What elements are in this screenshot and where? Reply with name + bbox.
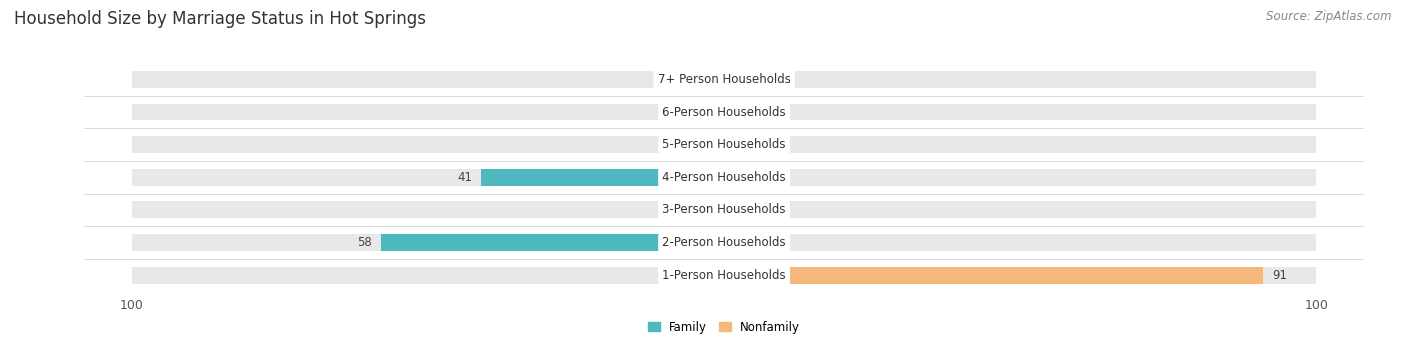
Text: 3-Person Households: 3-Person Households	[662, 204, 786, 217]
Bar	[132, 202, 1316, 219]
Bar	[132, 267, 1316, 284]
Text: 3: 3	[751, 236, 758, 249]
Text: 0: 0	[733, 138, 741, 151]
Bar	[481, 169, 724, 186]
Text: 58: 58	[357, 236, 371, 249]
Bar	[706, 136, 724, 153]
Bar	[676, 202, 724, 219]
Text: 3: 3	[690, 138, 697, 151]
Text: 8: 8	[661, 204, 668, 217]
Bar	[132, 71, 1316, 88]
Bar	[132, 104, 1316, 120]
Bar	[381, 234, 724, 251]
Text: Source: ZipAtlas.com: Source: ZipAtlas.com	[1267, 10, 1392, 23]
Text: 0: 0	[707, 73, 716, 86]
Text: 4-Person Households: 4-Person Households	[662, 171, 786, 184]
Text: Household Size by Marriage Status in Hot Springs: Household Size by Marriage Status in Hot…	[14, 10, 426, 28]
Text: 7+ Person Households: 7+ Person Households	[658, 73, 790, 86]
Bar	[724, 234, 742, 251]
Bar	[132, 136, 1316, 153]
Text: 5-Person Households: 5-Person Households	[662, 138, 786, 151]
Text: 1-Person Households: 1-Person Households	[662, 269, 786, 282]
Text: 41: 41	[457, 171, 472, 184]
Text: 0: 0	[733, 73, 741, 86]
Text: 0: 0	[707, 105, 716, 119]
Text: 0: 0	[733, 105, 741, 119]
Text: 0: 0	[707, 269, 716, 282]
Bar	[132, 169, 1316, 186]
Bar	[132, 234, 1316, 251]
Text: 0: 0	[733, 204, 741, 217]
Text: 6-Person Households: 6-Person Households	[662, 105, 786, 119]
Text: 91: 91	[1272, 269, 1286, 282]
Bar	[724, 267, 1263, 284]
Legend: Family, Nonfamily: Family, Nonfamily	[643, 316, 806, 338]
Text: 2-Person Households: 2-Person Households	[662, 236, 786, 249]
Text: 0: 0	[733, 171, 741, 184]
